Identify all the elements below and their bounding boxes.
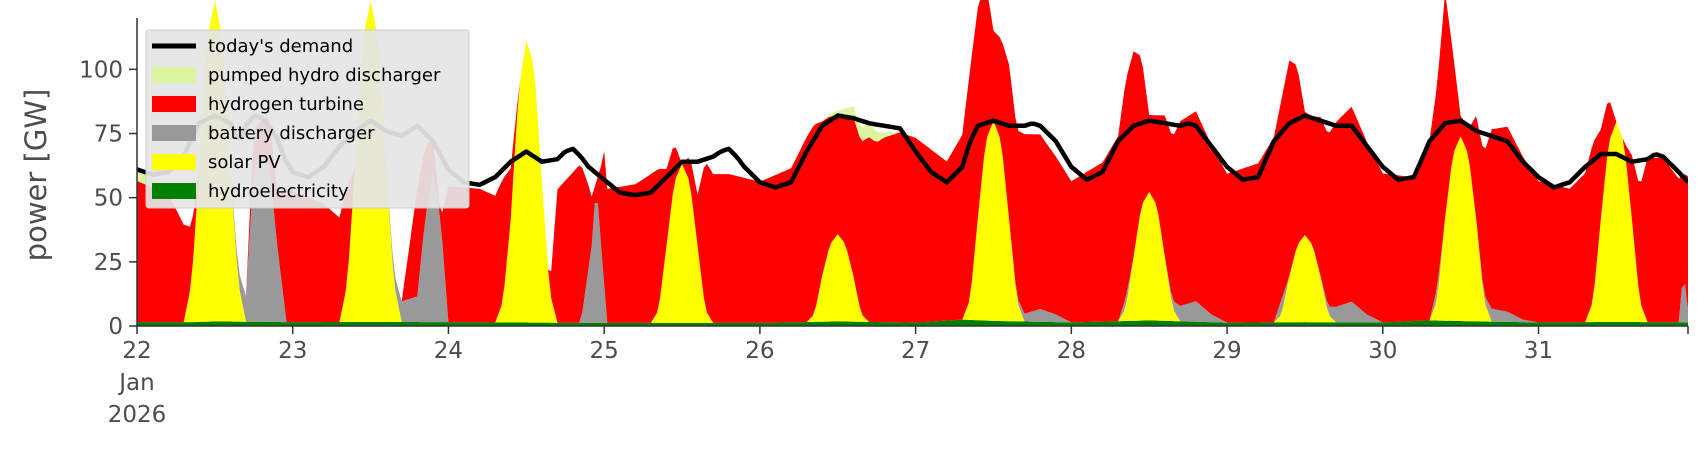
x-tick-label: 30	[1368, 338, 1397, 364]
legend-label: battery discharger	[208, 123, 375, 144]
x-tick-label: Jan	[117, 370, 154, 396]
x-tick-label: 28	[1057, 338, 1086, 364]
y-tick-label: 75	[94, 122, 123, 148]
y-tick-label: 50	[94, 186, 123, 212]
legend-label: pumped hydro discharger	[208, 65, 441, 86]
x-tick-label: 26	[745, 338, 774, 364]
area-series	[137, 0, 1688, 326]
legend-label: hydroelectricity	[208, 181, 349, 202]
y-tick-label: 0	[108, 314, 123, 340]
legend-swatch	[152, 183, 196, 199]
x-tick-label: 31	[1524, 338, 1553, 364]
legend: today's demand pumped hydro discharger hyd…	[145, 29, 470, 209]
area-hydrogen-turbine	[137, 0, 1688, 323]
x-tick-label: 24	[434, 338, 463, 364]
y-tick-label: 25	[94, 250, 123, 276]
legend-label: hydrogen turbine	[208, 94, 364, 115]
legend-label: solar PV	[208, 152, 281, 173]
x-tick-label: 22	[122, 338, 151, 364]
legend-label: today's demand	[208, 36, 353, 57]
x-tick-label: 2026	[108, 402, 167, 428]
legend-swatch	[152, 67, 196, 83]
x-tick-label: 27	[901, 338, 930, 364]
x-tick-label: 25	[590, 338, 619, 364]
legend-swatch	[152, 154, 196, 170]
x-tick-label: 29	[1212, 338, 1241, 364]
x-tick-label: 23	[278, 338, 307, 364]
area-solar-pv	[137, 0, 1688, 323]
legend-box	[145, 29, 470, 209]
area-hydroelectricity	[137, 319, 1688, 326]
y-tick-label: 100	[79, 57, 123, 83]
y-axis-label: power [GW]	[19, 89, 53, 262]
axes: 0 25 50 75 100 22 Jan 2026 23 24 25 26 27 28 29 30 31	[79, 18, 1689, 428]
legend-swatch	[152, 96, 196, 112]
legend-swatch	[152, 125, 196, 141]
